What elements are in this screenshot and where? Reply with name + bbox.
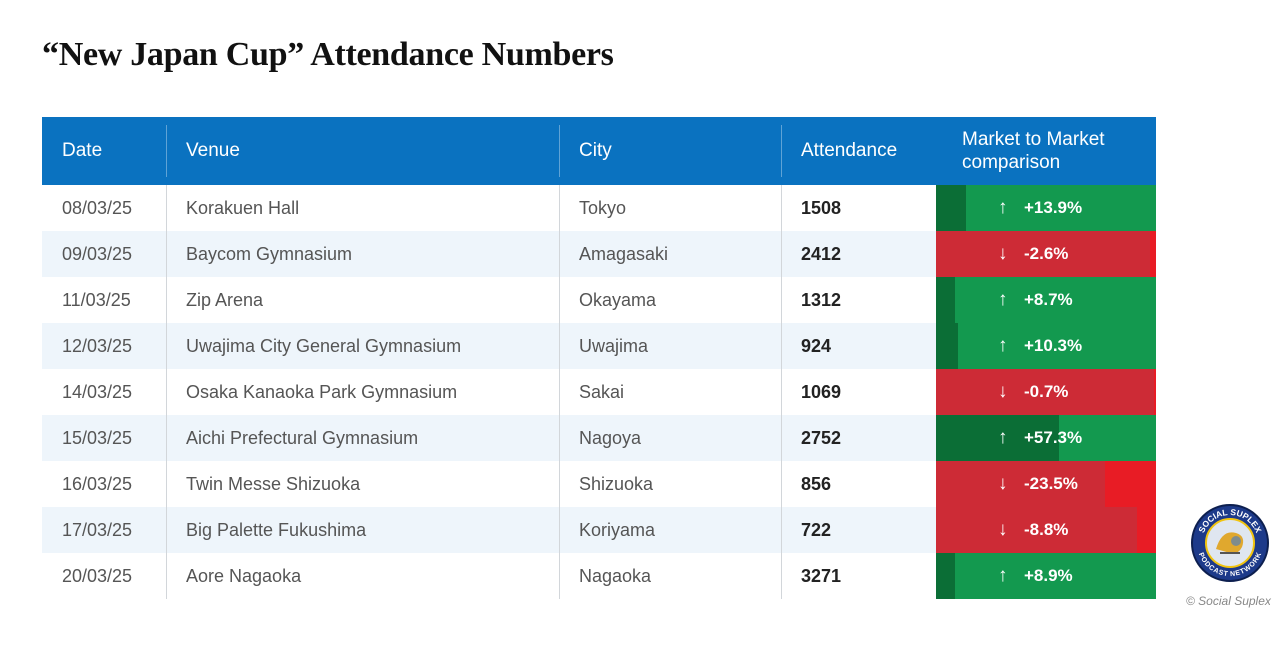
change-magnitude-bar (936, 415, 1059, 461)
attendance-cell: 722 (781, 507, 936, 553)
date-cell: 11/03/25 (62, 289, 131, 310)
venue-cell: Uwajima City General Gymnasium (166, 323, 559, 369)
table-body: 08/03/25 Korakuen Hall Tokyo 1508 ↑ +13.9% 09/… (42, 185, 1156, 599)
change-magnitude-bar (936, 323, 958, 369)
venue-cell: Baycom Gymnasium (166, 231, 559, 277)
comparison-cell: ↓ -0.7% (936, 369, 1156, 415)
table-row: 11/03/25 Zip Arena Okayama 1312 ↑ +8.7% (42, 277, 1156, 323)
arrow-up-icon: ↑ (998, 197, 1008, 218)
venue-cell: Zip Arena (166, 277, 559, 323)
table-row: 14/03/25 Osaka Kanaoka Park Gymnasium Saka… (42, 369, 1156, 415)
table-row: 08/03/25 Korakuen Hall Tokyo 1508 ↑ +13.9% (42, 185, 1156, 231)
column-header-city: City (559, 117, 781, 185)
change-value: +10.3% (1024, 336, 1083, 355)
date-cell: 16/03/25 (62, 473, 133, 494)
venue-cell: Osaka Kanaoka Park Gymnasium (166, 369, 559, 415)
change-magnitude-bar (936, 185, 966, 231)
attendance-cell: 1312 (781, 277, 936, 323)
date-cell: 14/03/25 (62, 381, 133, 402)
change-magnitude-bar (1105, 461, 1156, 507)
change-value: -8.8% (1024, 520, 1069, 539)
table-row: 16/03/25 Twin Messe Shizuoka Shizuoka 856 ↓ -… (42, 461, 1156, 507)
attendance-table: Date Venue City Attendance Market to Mar… (42, 117, 1156, 599)
attendance-cell: 924 (781, 323, 936, 369)
attendance-cell: 2412 (781, 231, 936, 277)
change-value: -2.6% (1024, 244, 1069, 263)
arrow-down-icon: ↓ (998, 381, 1008, 402)
date-cell: 15/03/25 (62, 427, 133, 448)
attendance-cell: 856 (781, 461, 936, 507)
change-magnitude-bar (936, 553, 955, 599)
change-value: -23.5% (1024, 474, 1078, 493)
copyright-text: © Social Suplex (1186, 594, 1271, 608)
venue-cell: Aore Nagaoka (166, 553, 559, 599)
arrow-up-icon: ↑ (998, 289, 1008, 310)
city-cell: Shizuoka (559, 461, 781, 507)
social-suplex-logo: SOCIAL SUPLEX PODCAST NETWORK (1191, 504, 1269, 582)
change-value: -0.7% (1024, 382, 1069, 401)
arrow-down-icon: ↓ (998, 473, 1008, 494)
date-cell: 09/03/25 (62, 243, 133, 264)
comparison-cell: ↑ +8.7% (936, 277, 1156, 323)
attendance-cell: 3271 (781, 553, 936, 599)
attendance-cell: 1069 (781, 369, 936, 415)
arrow-up-icon: ↑ (998, 335, 1008, 356)
change-value: +8.7% (1024, 290, 1073, 309)
change-magnitude-bar (936, 277, 955, 323)
comparison-cell: ↓ -8.8% (936, 507, 1156, 553)
comparison-cell: ↑ +8.9% (936, 553, 1156, 599)
city-cell: Amagasaki (559, 231, 781, 277)
table-row: 15/03/25 Aichi Prefectural Gymnasium Nagoy… (42, 415, 1156, 461)
venue-cell: Korakuen Hall (166, 185, 559, 231)
table-row: 12/03/25 Uwajima City General Gymnasium Uw… (42, 323, 1156, 369)
column-header-comparison: Market to Market comparison (962, 129, 1105, 173)
city-cell: Okayama (559, 277, 781, 323)
table-row: 09/03/25 Baycom Gymnasium Amagasaki 2412 ↓ -2… (42, 231, 1156, 277)
city-cell: Nagaoka (559, 553, 781, 599)
city-cell: Nagoya (559, 415, 781, 461)
attendance-cell: 2752 (781, 415, 936, 461)
change-magnitude-bar (1154, 369, 1156, 415)
comparison-cell: ↓ -23.5% (936, 461, 1156, 507)
change-magnitude-bar (1137, 507, 1156, 553)
comparison-cell: ↓ -2.6% (936, 231, 1156, 277)
venue-cell: Twin Messe Shizuoka (166, 461, 559, 507)
table-row: 17/03/25 Big Palette Fukushima Koriyama 722… (42, 507, 1156, 553)
comparison-cell: ↑ +10.3% (936, 323, 1156, 369)
table-header: Date Venue City Attendance Market to Mar… (42, 117, 1156, 185)
date-cell: 12/03/25 (62, 335, 133, 356)
column-header-date: Date (62, 140, 103, 161)
arrow-up-icon: ↑ (998, 565, 1008, 586)
arrow-up-icon: ↑ (998, 427, 1008, 448)
arrow-down-icon: ↓ (998, 243, 1008, 264)
city-cell: Uwajima (559, 323, 781, 369)
change-value: +57.3% (1024, 428, 1083, 447)
column-header-venue: Venue (166, 117, 559, 185)
city-cell: Koriyama (559, 507, 781, 553)
date-cell: 08/03/25 (62, 197, 133, 218)
table-row: 20/03/25 Aore Nagaoka Nagaoka 3271 ↑ +8.9% (42, 553, 1156, 599)
column-header-attendance: Attendance (781, 117, 936, 185)
comparison-cell: ↑ +13.9% (936, 185, 1156, 231)
change-magnitude-bar (1150, 231, 1156, 277)
venue-cell: Aichi Prefectural Gymnasium (166, 415, 559, 461)
venue-cell: Big Palette Fukushima (166, 507, 559, 553)
change-value: +13.9% (1024, 198, 1083, 217)
city-cell: Sakai (559, 369, 781, 415)
comparison-cell: ↑ +57.3% (936, 415, 1156, 461)
city-cell: Tokyo (559, 185, 781, 231)
arrow-down-icon: ↓ (998, 519, 1008, 540)
date-cell: 17/03/25 (62, 519, 133, 540)
change-value: +8.9% (1024, 566, 1073, 585)
attendance-cell: 1508 (781, 185, 936, 231)
date-cell: 20/03/25 (62, 565, 133, 586)
page-title: “New Japan Cup” Attendance Numbers (42, 36, 614, 73)
